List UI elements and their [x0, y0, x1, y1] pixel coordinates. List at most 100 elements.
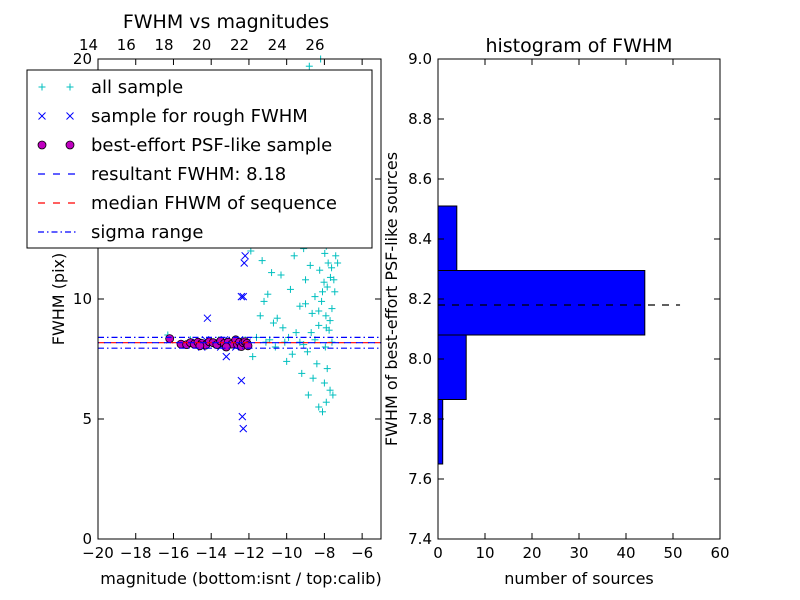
data-point: [165, 334, 175, 344]
data-point: [306, 261, 314, 269]
top-tick-label: 14: [79, 36, 98, 54]
data-point: [239, 292, 248, 301]
legend-label-resultant-fwhm: resultant FWHM: 8.18: [91, 164, 286, 185]
data-point: [319, 288, 327, 296]
data-point: [305, 62, 313, 70]
top-tick-label: 24: [268, 36, 287, 54]
legend-symbol: [66, 83, 74, 91]
data-point: [322, 398, 330, 406]
y-tick-label: 8.8: [408, 110, 432, 128]
x-tick-label: −16: [158, 544, 190, 562]
data-point: [329, 391, 337, 399]
data-point: [316, 266, 324, 274]
y-tick-label: 7.4: [408, 530, 432, 548]
data-point: [279, 324, 287, 332]
top-tick-label: 16: [117, 36, 136, 54]
legend-label-all-sample: all sample: [91, 77, 183, 98]
x-tick-label: 20: [522, 544, 541, 562]
data-point: [320, 379, 328, 387]
data-point: [241, 251, 250, 260]
data-point: [277, 271, 285, 279]
data-point: [290, 252, 298, 260]
data-point: [323, 283, 331, 291]
data-point: [303, 348, 311, 356]
data-point: [268, 269, 276, 277]
legend-symbol: [66, 112, 74, 120]
reference-lines: [98, 336, 381, 349]
top-tick-label: 22: [230, 36, 249, 54]
data-point: [264, 290, 272, 298]
top-tick-label: 18: [154, 36, 173, 54]
top-tick-label: 20: [192, 36, 211, 54]
data-point: [240, 259, 249, 267]
data-point: [237, 292, 246, 301]
data-point: [237, 376, 246, 385]
y-tick-label: 8.0: [408, 350, 432, 368]
data-point: [315, 403, 323, 411]
data-point: [315, 321, 323, 329]
data-point: [313, 360, 321, 368]
right-y-axis-label: FWHM of best-effort PSF-like sources: [382, 152, 401, 446]
data-point: [315, 307, 323, 315]
legend: all sample sample for rough FWHM best-ef…: [26, 69, 373, 249]
data-point: [308, 309, 316, 317]
data-point: [288, 350, 296, 358]
fwhm-vs-magnitude-chart: −20−18−16−14−12−10−8−6 05101520 14161820…: [26, 11, 382, 588]
left-y-axis-label: FWHM (pix): [49, 253, 68, 346]
right-x-axis-label: number of sources: [504, 569, 654, 588]
data-point: [319, 408, 327, 416]
data-point: [302, 300, 310, 308]
legend-symbol: [65, 140, 75, 150]
data-point: [292, 329, 300, 337]
x-tick-label: 30: [569, 544, 588, 562]
x-tick-label: −6: [351, 544, 373, 562]
data-point: [326, 317, 334, 325]
data-point: [323, 365, 331, 373]
fwhm-histogram-chart: 0 10 20 30 40 50 60 7.4 7.6 7.8 8.0 8.2 8.4 8.6 8.8 9.…: [382, 35, 730, 588]
data-point: [326, 386, 334, 394]
data-point: [222, 352, 231, 361]
legend-label-sigma-range: sigma range: [91, 222, 203, 243]
data-point: [249, 353, 257, 361]
y-tick-label: 7.6: [408, 470, 432, 488]
data-point: [320, 278, 328, 286]
x-tick-label: 10: [475, 544, 494, 562]
data-point: [302, 276, 310, 284]
data-point: [247, 247, 255, 255]
y-tick-label: 5: [82, 410, 92, 428]
x-tick-label: −8: [313, 544, 335, 562]
right-x-ticks: 0 10 20 30 40 50 60: [433, 59, 730, 562]
histogram-bar: [437, 334, 467, 400]
data-point: [283, 357, 291, 365]
data-point: [203, 314, 212, 323]
x-tick-label: 0: [433, 544, 443, 562]
x-tick-label: −12: [233, 544, 265, 562]
data-point: [296, 302, 304, 310]
data-point: [239, 424, 248, 433]
top-tick-label: 26: [305, 36, 324, 54]
x-tick-label: −14: [195, 544, 227, 562]
data-point: [304, 391, 312, 399]
legend-symbol: [38, 83, 46, 91]
right-y-ticks: 7.4 7.6 7.8 8.0 8.2 8.4 8.6 8.8 9.0: [408, 50, 720, 548]
y-tick-label: 0: [82, 530, 92, 548]
data-point: [328, 305, 336, 313]
data-point: [318, 297, 326, 305]
histogram-bar: [437, 270, 646, 336]
data-point: [321, 249, 329, 257]
data-point: [330, 276, 338, 284]
y-tick-label: 7.8: [408, 410, 432, 428]
data-point: [256, 312, 264, 320]
left-chart-title: FWHM vs magnitudes: [123, 11, 329, 33]
y-tick-label: 10: [73, 290, 92, 308]
x-tick-label: −10: [271, 544, 303, 562]
y-tick-label: 9.0: [408, 50, 432, 68]
data-point: [324, 259, 332, 267]
x-tick-label: 60: [710, 544, 729, 562]
legend-label-rough-fwhm: sample for rough FWHM: [91, 106, 308, 127]
histogram-bars: [437, 205, 646, 465]
legend-symbol: [38, 112, 46, 120]
y-tick-label: 8.2: [408, 290, 432, 308]
data-point: [238, 412, 247, 421]
